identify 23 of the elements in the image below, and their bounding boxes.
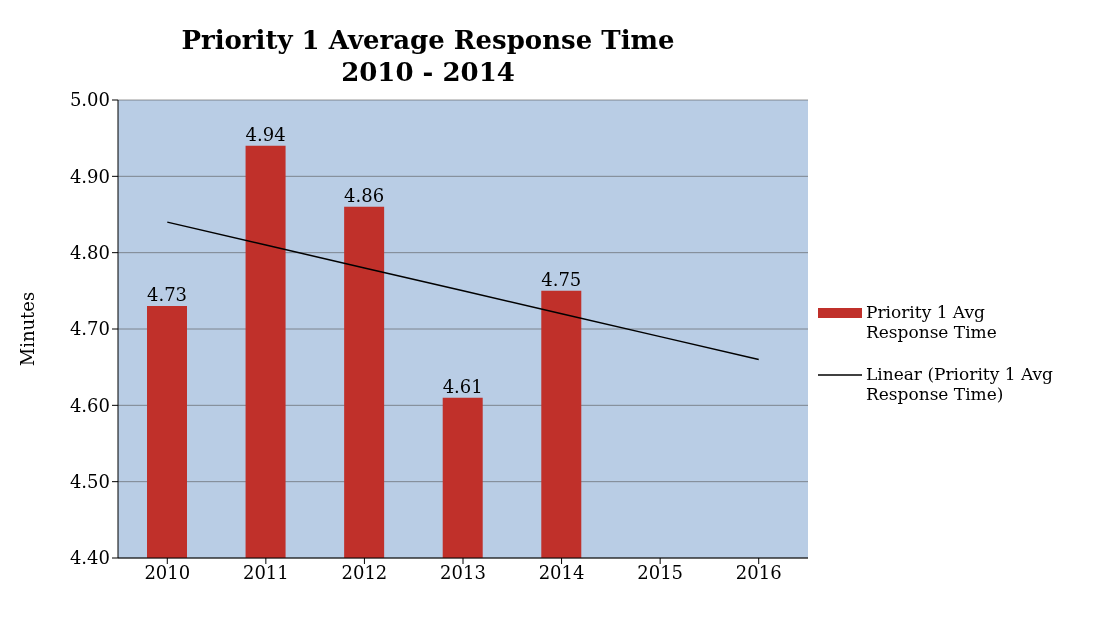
y-axis-title: Minutes — [17, 291, 39, 367]
chart-title: Priority 1 Average Response Time 2010 - 2014 — [180, 24, 676, 88]
y-tick-label: 4.90 — [69, 165, 110, 187]
y-tick-label: 4.60 — [69, 394, 110, 416]
y-tick-label: 4.50 — [69, 471, 110, 493]
data-label: 4.94 — [245, 123, 286, 145]
x-tick-label: 2016 — [735, 561, 782, 583]
y-tick-label: 4.80 — [69, 242, 110, 264]
data-label: 4.75 — [541, 268, 582, 290]
y-tick-label: 5.00 — [69, 89, 110, 111]
x-tick-label: 2013 — [440, 561, 486, 583]
x-tick-label: 2012 — [341, 561, 388, 583]
data-label: 4.73 — [146, 284, 188, 306]
y-tick-label: 4.70 — [69, 318, 110, 340]
x-tick-label: 2010 — [144, 561, 191, 583]
x-tick-label: 2015 — [637, 561, 684, 583]
y-tick-label: 4.40 — [69, 547, 110, 569]
legend-label: Priority 1 Avg Response Time — [866, 302, 998, 342]
data-label: 4.86 — [344, 184, 385, 206]
legend-label: Linear (Priority 1 Avg Response Time) — [866, 364, 1054, 404]
x-tick-label: 2011 — [242, 561, 289, 583]
data-label: 4.61 — [442, 375, 483, 397]
x-tick-label: 2014 — [538, 561, 585, 583]
